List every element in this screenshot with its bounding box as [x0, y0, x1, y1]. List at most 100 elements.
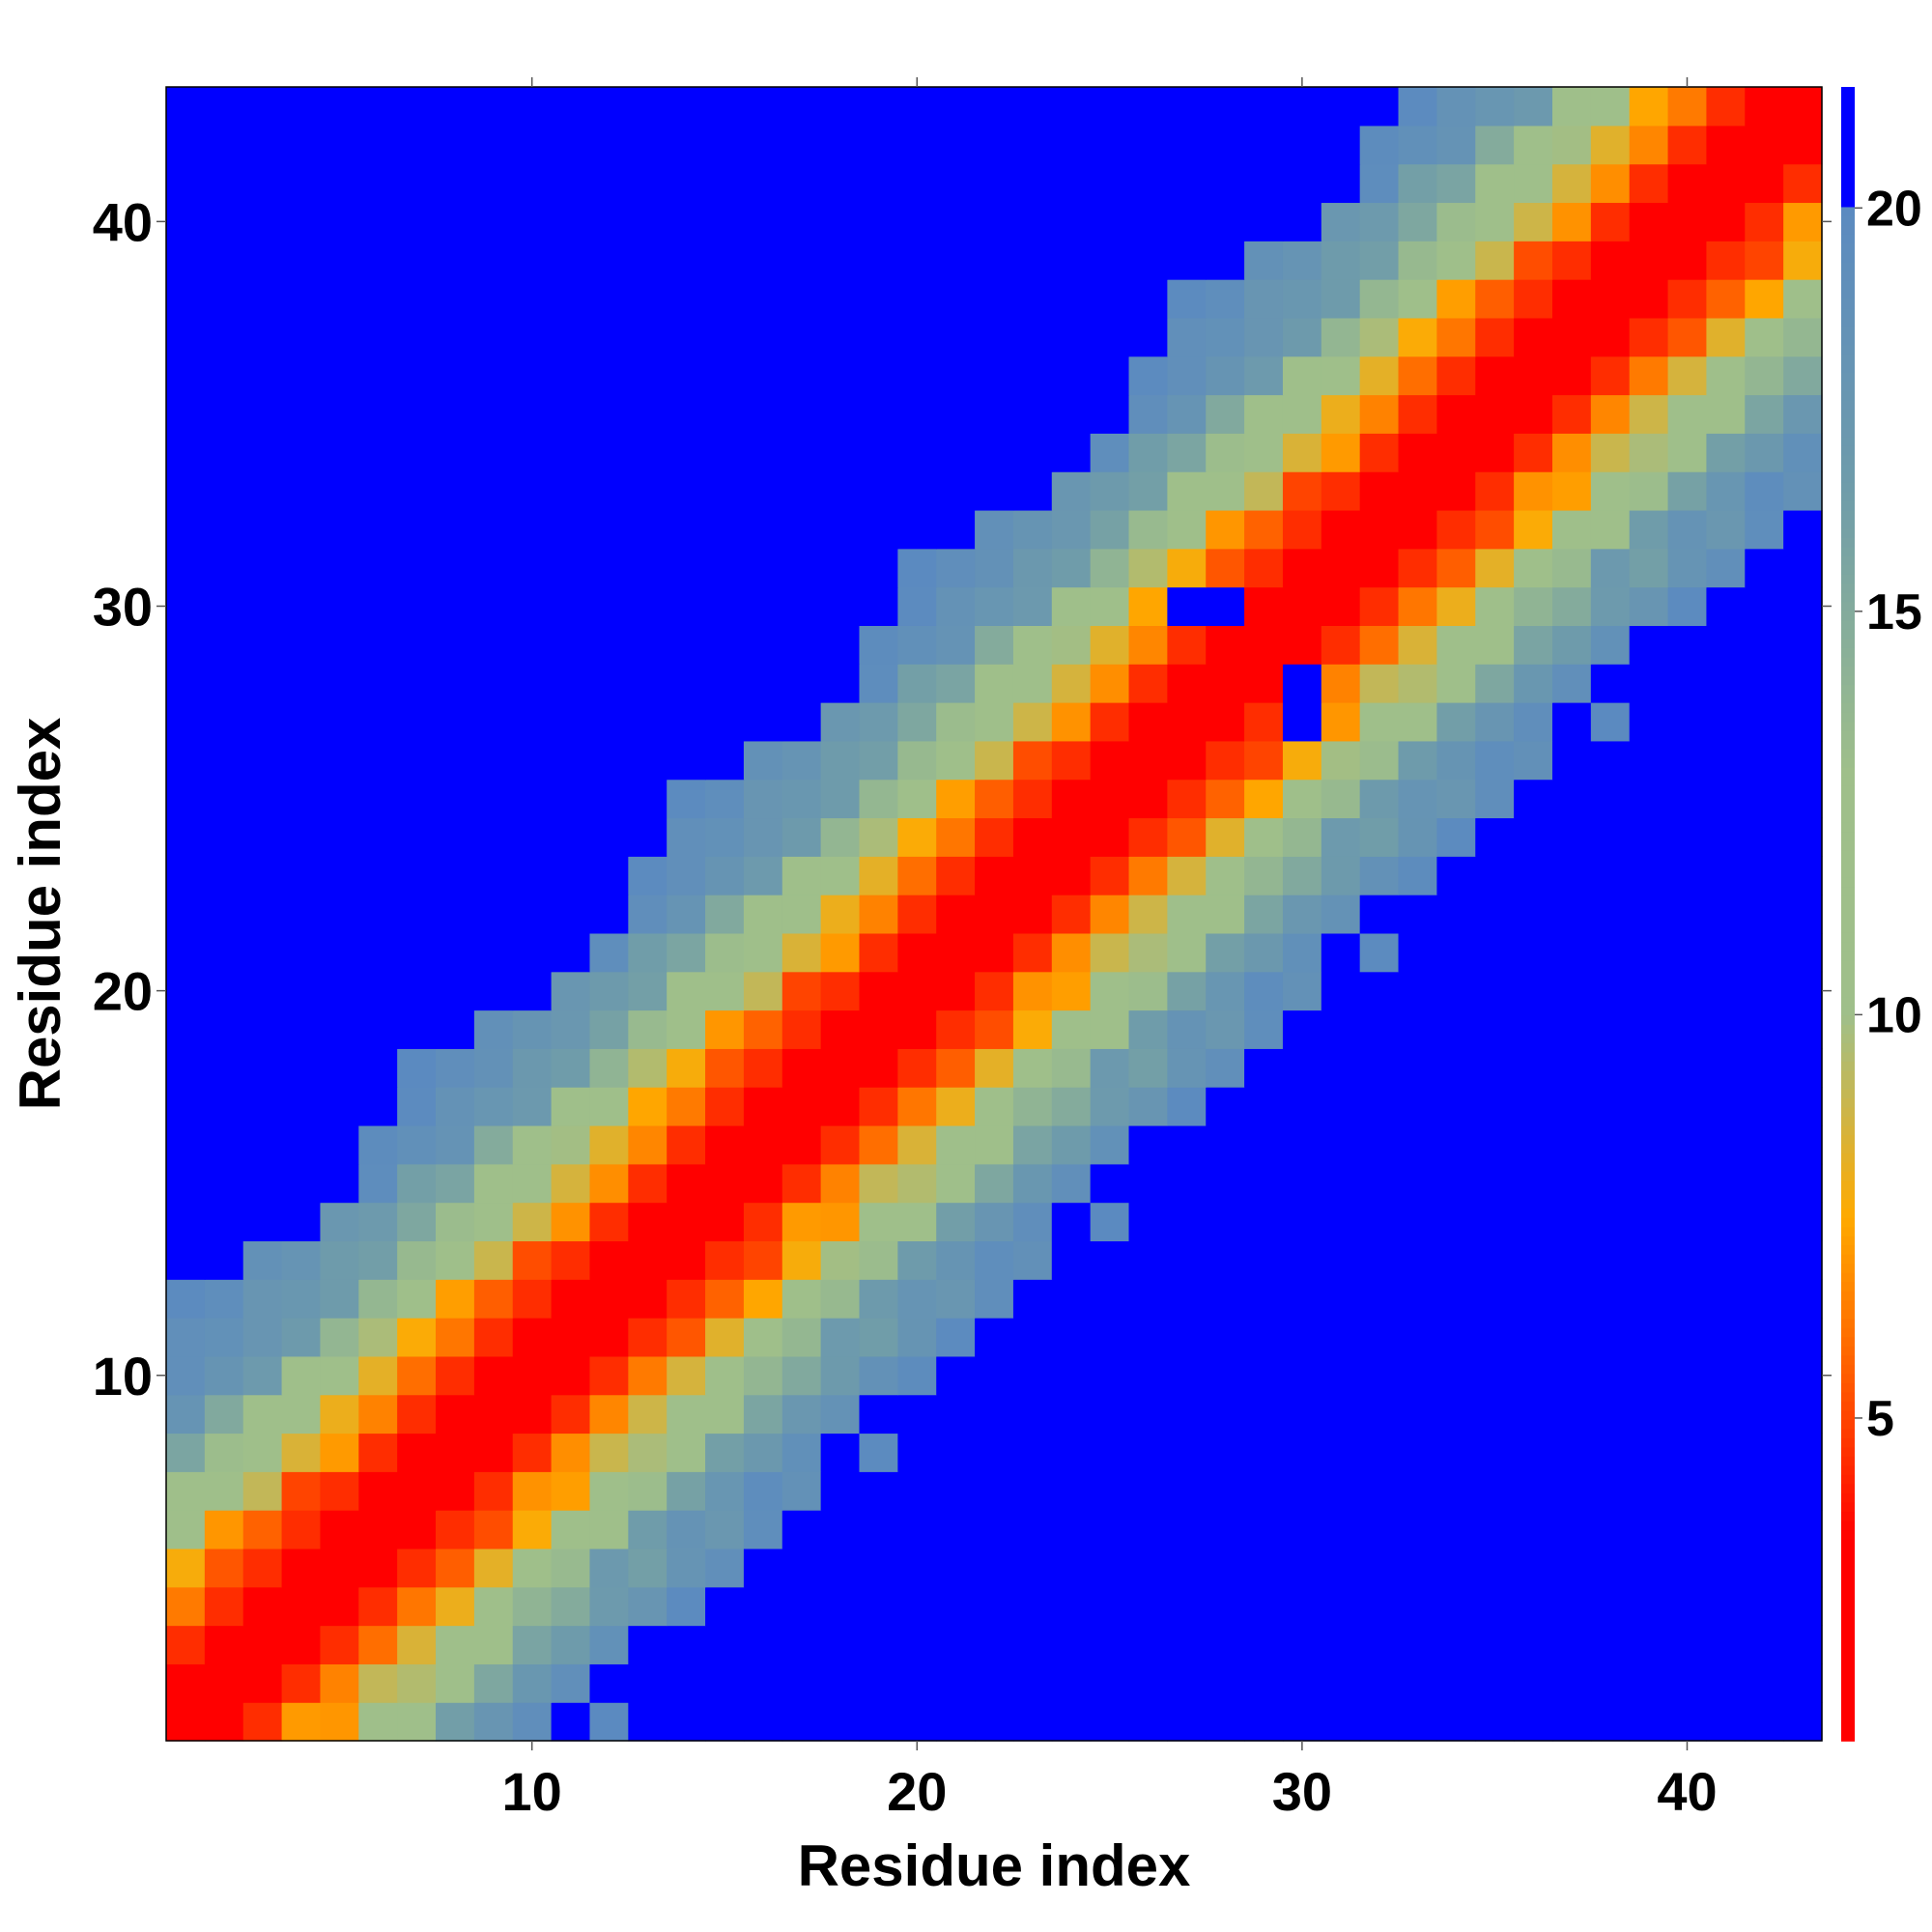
- heatmap-cell: [897, 163, 937, 204]
- heatmap-cell: [397, 625, 437, 665]
- heatmap-cell: [1629, 625, 1669, 665]
- heatmap-cell: [1167, 971, 1207, 1011]
- heatmap-cell: [1783, 1279, 1823, 1319]
- heatmap-cell: [1706, 279, 1746, 319]
- heatmap-cell: [1514, 163, 1553, 204]
- heatmap-cell: [242, 1009, 283, 1049]
- heatmap-cell: [1551, 279, 1592, 319]
- heatmap-cell: [358, 125, 398, 165]
- heatmap-cell: [1436, 202, 1476, 242]
- heatmap-cell: [820, 1663, 861, 1703]
- colorbar-segment: [1841, 491, 1855, 501]
- heatmap-cell: [667, 1394, 706, 1435]
- heatmap-cell: [781, 817, 822, 857]
- heatmap-cell: [358, 1663, 398, 1703]
- heatmap-cell: [166, 1279, 206, 1319]
- heatmap-cell: [1398, 1355, 1437, 1396]
- heatmap-cell: [936, 1202, 976, 1242]
- heatmap-cell: [1206, 241, 1245, 280]
- heatmap-cell: [859, 1394, 898, 1435]
- heatmap-cell: [358, 1279, 398, 1319]
- heatmap-cell: [473, 1318, 514, 1357]
- heatmap-cell: [667, 355, 706, 396]
- heatmap-cell: [1629, 202, 1669, 242]
- heatmap-cell: [358, 1087, 398, 1126]
- colorbar-segment: [1841, 1024, 1855, 1035]
- heatmap-cell: [320, 433, 359, 472]
- colorbar-segment: [1841, 1603, 1855, 1613]
- heatmap-cell: [1167, 586, 1207, 626]
- heatmap-cell: [1359, 779, 1400, 819]
- heatmap-cell: [397, 125, 437, 165]
- colorbar-segment: [1841, 702, 1855, 713]
- heatmap-cell: [667, 1625, 706, 1664]
- heatmap-cell: [551, 355, 591, 396]
- heatmap-cell: [781, 1009, 822, 1049]
- heatmap-cell: [1090, 1279, 1130, 1319]
- heatmap-cell: [1244, 895, 1284, 934]
- heatmap-cell: [1244, 355, 1284, 396]
- heatmap-cell: [1745, 355, 1784, 396]
- heatmap-cell: [705, 509, 745, 550]
- heatmap-cell: [551, 856, 591, 895]
- heatmap-cell: [1359, 1702, 1400, 1742]
- heatmap-cell: [1359, 817, 1400, 857]
- heatmap-cell: [589, 702, 629, 742]
- heatmap-cell: [1398, 702, 1437, 742]
- heatmap-cell: [512, 241, 553, 280]
- colorbar-segment: [1841, 776, 1855, 786]
- heatmap-cell: [936, 817, 976, 857]
- heatmap-cell: [1206, 1009, 1245, 1049]
- heatmap-cell: [975, 317, 1014, 357]
- heatmap-cell: [1745, 856, 1784, 895]
- heatmap-cell: [975, 394, 1014, 434]
- colorbar-segment: [1841, 142, 1855, 153]
- heatmap-cell: [1436, 1663, 1476, 1703]
- heatmap-cell: [358, 1163, 398, 1204]
- heatmap-cell: [1745, 241, 1784, 280]
- heatmap-cell: [1590, 702, 1631, 742]
- heatmap-cell: [820, 1433, 861, 1472]
- heatmap-cell: [820, 1240, 861, 1280]
- heatmap-cell: [512, 317, 553, 357]
- heatmap-cell: [1551, 625, 1592, 665]
- heatmap-cell: [1590, 471, 1631, 511]
- heatmap-cell: [743, 1394, 783, 1435]
- heatmap-cell: [1667, 241, 1708, 280]
- heatmap-cell: [1514, 1279, 1553, 1319]
- heatmap-cell: [473, 163, 514, 204]
- colorbar-segment: [1841, 941, 1855, 952]
- heatmap-cell: [1706, 1279, 1746, 1319]
- heatmap-cell: [897, 509, 937, 550]
- heatmap-cell: [1321, 202, 1361, 242]
- heatmap-cell: [820, 664, 861, 703]
- heatmap-cell: [1128, 509, 1168, 550]
- heatmap-cell: [1629, 1586, 1669, 1627]
- colorbar-segment: [1841, 1391, 1855, 1402]
- heatmap-cell: [1282, 1702, 1322, 1742]
- heatmap-cell: [743, 87, 783, 127]
- heatmap-cell: [743, 163, 783, 204]
- heatmap-cell: [204, 702, 244, 742]
- heatmap-cell: [1321, 1663, 1361, 1703]
- heatmap-cell: [1051, 1471, 1092, 1511]
- heatmap-cell: [1090, 1240, 1130, 1280]
- heatmap-cell: [242, 1433, 283, 1472]
- heatmap-cell: [397, 1510, 437, 1549]
- heatmap-cell: [705, 1663, 745, 1703]
- heatmap-cell: [281, 1124, 322, 1165]
- heatmap-cell: [1590, 1394, 1631, 1435]
- heatmap-cell: [781, 1202, 822, 1242]
- colorbar-segment: [1841, 399, 1855, 410]
- colorbar-segment: [1841, 1161, 1855, 1173]
- heatmap-cell: [897, 779, 937, 819]
- heatmap-cell: [897, 971, 937, 1011]
- heatmap-cell: [936, 163, 976, 204]
- heatmap-cell: [1551, 856, 1592, 895]
- heatmap-cell: [897, 1202, 937, 1242]
- heatmap-cell: [551, 509, 591, 550]
- heatmap-cell: [1551, 664, 1592, 703]
- heatmap-cell: [1629, 856, 1669, 895]
- heatmap-cell: [473, 1702, 514, 1742]
- heatmap-cell: [1244, 1048, 1284, 1088]
